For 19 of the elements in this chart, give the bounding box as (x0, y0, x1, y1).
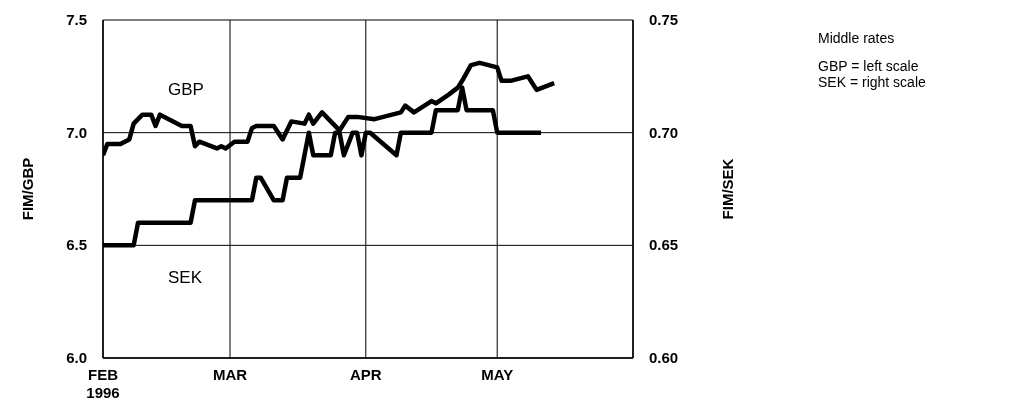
text: SEK (168, 268, 203, 288)
x-tick-label: MAR (212, 366, 248, 383)
y2-tick-label: 0.75 (649, 11, 679, 28)
y2-tick-label: 0.65 (649, 236, 679, 254)
text: SEK = right scale (818, 74, 926, 90)
y-tick-label: 7.0 (66, 123, 87, 141)
y2-axis-title: FIM/SEK (719, 158, 737, 220)
y2-tick-label: 0.70 (649, 123, 679, 141)
text: GBP = left scale (818, 58, 920, 74)
text: Middle rates (818, 30, 896, 46)
x-tick-label: FEB 1996 (86, 366, 120, 401)
y-axis-title: FIM/GBP (19, 157, 37, 221)
y-tick-label: 6.5 (66, 236, 87, 254)
series-label: GBP (168, 80, 204, 100)
x-tick-label: APR (349, 366, 382, 383)
y-tick-label: 7.5 (66, 11, 87, 28)
y2-tick-label: 0.60 (649, 349, 679, 366)
x-tick-label: MAY (481, 366, 514, 383)
y-tick-label: 6.0 (66, 349, 87, 366)
